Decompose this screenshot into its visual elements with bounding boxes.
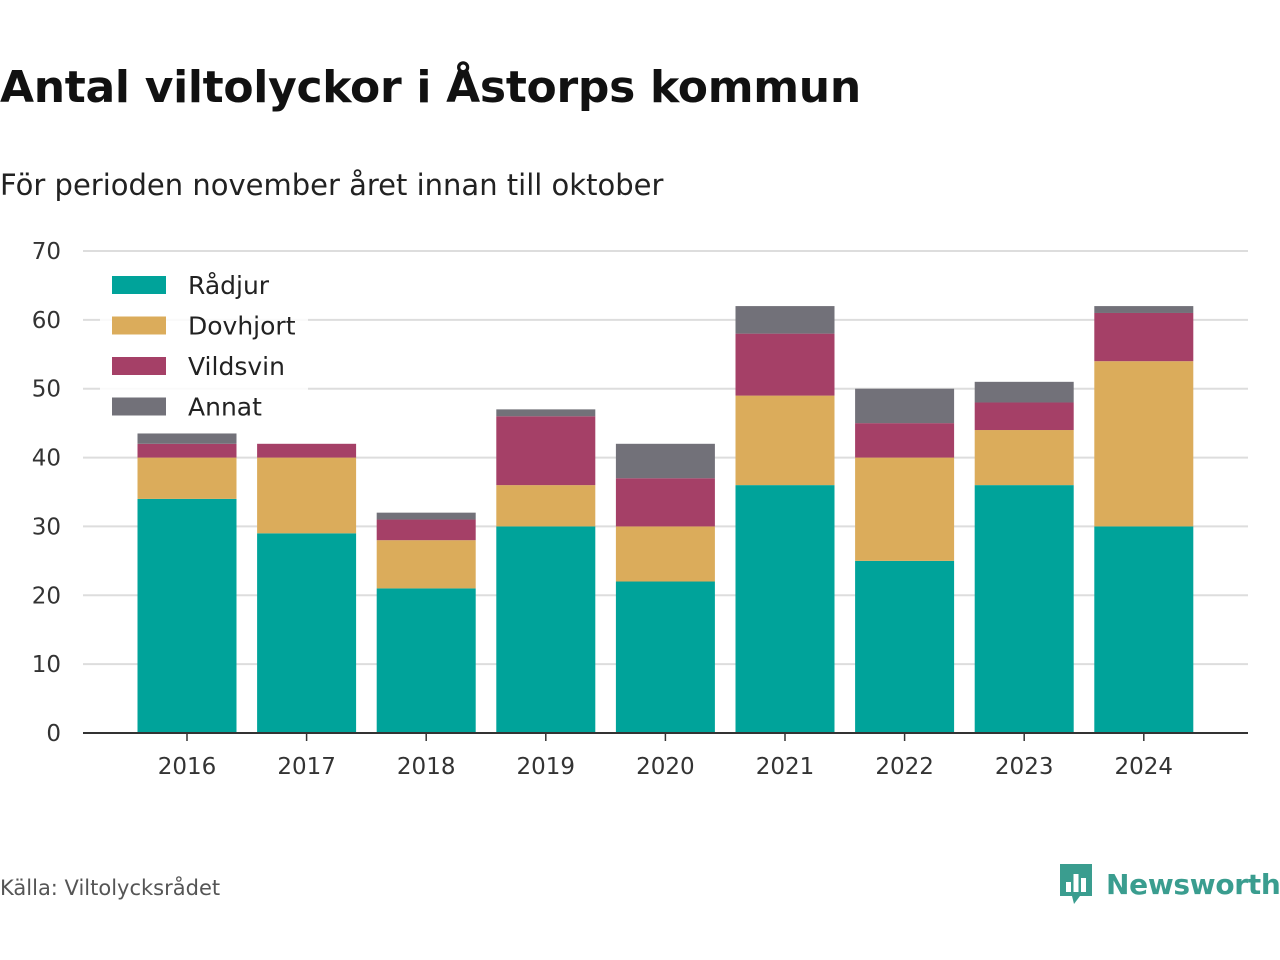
legend-swatch	[112, 397, 166, 416]
bar-segment	[974, 485, 1074, 733]
bar-segment	[615, 443, 715, 479]
bar-segment	[496, 416, 596, 486]
bar-segment	[496, 409, 596, 417]
bar-segment	[137, 457, 237, 499]
bar-segment	[855, 560, 955, 733]
bar-segment	[376, 512, 476, 520]
chart-title: Antal viltolyckor i Åstorps kommun	[0, 62, 861, 113]
x-tick-label: 2018	[397, 754, 456, 780]
legend-swatch	[112, 276, 166, 294]
bar-segment	[376, 588, 476, 733]
x-tick-label: 2023	[995, 754, 1054, 780]
bar-segment	[257, 533, 357, 733]
bar-segment	[137, 433, 237, 444]
brand-name: Newsworthy	[1106, 867, 1280, 901]
bar-segment	[974, 402, 1074, 431]
bar-segment	[974, 381, 1074, 403]
y-tick-label: 40	[32, 446, 61, 472]
bar-chart-speech-bubble-icon	[1060, 864, 1092, 904]
x-tick-label: 2019	[517, 754, 576, 780]
bar-segment	[855, 423, 955, 458]
bar-segment	[615, 478, 715, 527]
bar-segment	[1094, 361, 1194, 527]
x-axis-ticks: 2016 2017 2018 2019 2020 2021 2022 2023 2024	[83, 732, 1248, 780]
bar-segment	[137, 443, 237, 458]
bar-segment	[615, 526, 715, 582]
bar-segment	[376, 519, 476, 541]
bar-segment	[257, 443, 357, 458]
source-note: Källa: Viltolycksrådet	[0, 876, 221, 900]
bar-segment	[257, 457, 357, 534]
bar-segment	[855, 388, 955, 424]
legend-label: Vildsvin	[188, 352, 285, 381]
x-tick-label: 2022	[875, 754, 934, 780]
x-tick-label: 2017	[277, 754, 336, 780]
bars	[137, 306, 1194, 733]
bar-segment	[735, 306, 835, 334]
y-tick-label: 0	[46, 721, 61, 747]
legend-swatch	[112, 357, 166, 375]
bar-segment	[855, 457, 955, 561]
bar-segment	[137, 498, 237, 733]
bar-segment	[974, 430, 1074, 486]
y-tick-label: 50	[32, 377, 61, 403]
bar-segment	[1094, 526, 1194, 733]
y-axis-ticks: 0 10 20 30 40 50 60 70	[32, 239, 61, 747]
x-tick-label: 2021	[756, 754, 815, 780]
legend-swatch	[112, 316, 166, 335]
x-tick-label: 2020	[636, 754, 695, 780]
brand-logo: Newsworthy	[1058, 862, 1280, 906]
y-tick-label: 60	[32, 308, 61, 334]
bar-segment	[735, 395, 835, 486]
y-tick-label: 10	[32, 652, 61, 678]
bar-segment	[735, 485, 835, 733]
legend-label: Rådjur	[188, 271, 270, 300]
bar-segment	[735, 333, 835, 396]
legend-label: Annat	[188, 393, 262, 422]
legend-label: Dovhjort	[188, 312, 296, 341]
bar-segment	[376, 540, 476, 589]
bar-segment	[1094, 312, 1194, 362]
y-tick-label: 20	[32, 583, 61, 609]
x-tick-label: 2016	[158, 754, 217, 780]
bar-segment	[496, 526, 596, 733]
y-tick-label: 30	[32, 514, 61, 540]
bar-segment	[496, 485, 596, 527]
y-tick-label: 70	[32, 239, 61, 265]
bar-segment	[615, 581, 715, 733]
bar-segment	[1094, 306, 1194, 313]
legend: Rådjur Dovhjort Vildsvin Annat	[100, 264, 308, 424]
chart-subtitle: För perioden november året innan till ok…	[0, 168, 664, 202]
x-tick-label: 2024	[1115, 754, 1174, 780]
